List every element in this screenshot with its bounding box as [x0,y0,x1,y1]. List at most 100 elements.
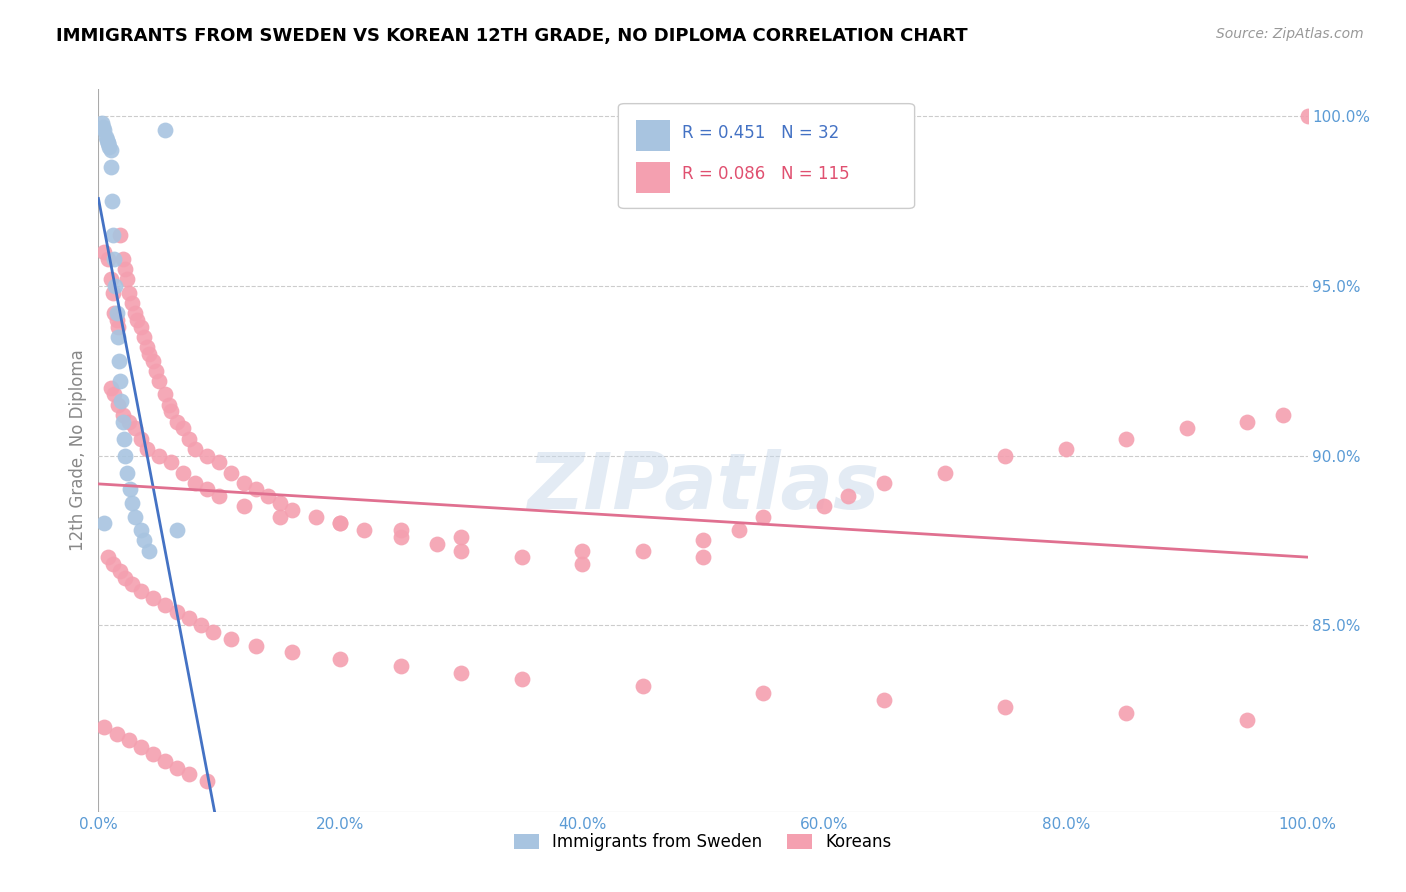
Point [153,387,176,401]
Point [103,306,125,320]
Point [631,543,654,558]
Point [160,455,183,469]
Point [118,285,141,300]
Point [142,591,165,605]
Point [631,679,654,693]
Point [190,618,212,632]
Point [1236,713,1258,727]
Text: R = 0.086   N = 115: R = 0.086 N = 115 [682,165,851,184]
Point [105,313,128,327]
Point [108,374,131,388]
Point [208,455,231,469]
Point [166,415,188,429]
Point [118,733,141,747]
Point [221,466,243,480]
Point [389,658,412,673]
Point [97,136,120,151]
Point [692,533,714,548]
Point [281,503,304,517]
Bar [637,120,671,151]
Point [100,143,122,157]
Point [184,475,207,490]
Point [994,699,1017,714]
Point [114,571,136,585]
Point [93,516,115,531]
Point [101,557,124,571]
Point [1054,442,1077,456]
Point [208,489,231,503]
Point [232,500,254,514]
Point [121,577,143,591]
Point [118,415,141,429]
Point [184,442,207,456]
Point [450,543,472,558]
Point [269,496,291,510]
Y-axis label: 12th Grade, No Diploma: 12th Grade, No Diploma [69,350,87,551]
Point [153,598,176,612]
Point [1236,415,1258,429]
Point [93,720,115,734]
Point [934,466,956,480]
Point [166,523,188,537]
Point [873,693,896,707]
Point [450,665,472,680]
Point [269,509,291,524]
Point [202,624,225,639]
Point [813,500,835,514]
Point [571,543,593,558]
Point [195,483,218,497]
Point [153,754,176,768]
Point [94,129,117,144]
Point [108,228,131,243]
Point [752,509,775,524]
Point [103,387,125,401]
Point [571,557,593,571]
Point [160,404,183,418]
Point [135,442,157,456]
Point [138,543,160,558]
Point [329,516,352,531]
Point [107,330,129,344]
Point [157,398,180,412]
Point [96,133,118,147]
Point [93,245,115,260]
Point [389,523,412,537]
Point [172,466,194,480]
Point [117,272,139,286]
Point [281,645,304,659]
Point [256,489,278,503]
Point [329,516,352,531]
Point [114,262,136,277]
Point [153,123,176,137]
Point [142,747,165,761]
Legend: Immigrants from Sweden, Koreans: Immigrants from Sweden, Koreans [508,826,898,857]
Point [166,605,188,619]
Point [837,489,859,503]
Point [166,761,188,775]
Text: IMMIGRANTS FROM SWEDEN VS KOREAN 12TH GRADE, NO DIPLOMA CORRELATION CHART: IMMIGRANTS FROM SWEDEN VS KOREAN 12TH GR… [56,27,967,45]
Point [179,611,201,625]
Point [145,364,167,378]
Point [1296,109,1319,123]
Point [752,686,775,700]
Bar [637,162,671,193]
Point [221,632,243,646]
Point [353,523,375,537]
Point [100,381,122,395]
Point [97,136,120,151]
Point [172,421,194,435]
Point [389,530,412,544]
Point [232,475,254,490]
Point [129,523,152,537]
Point [129,432,152,446]
Point [124,421,146,435]
Point [100,194,122,208]
Point [129,584,152,599]
Point [245,483,267,497]
Point [305,509,328,524]
Point [450,530,472,544]
Point [100,160,122,174]
Point [329,652,352,666]
Point [179,767,201,781]
Point [111,408,134,422]
